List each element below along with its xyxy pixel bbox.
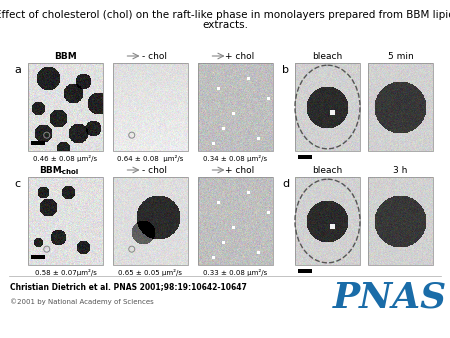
Bar: [113, 63, 188, 151]
Text: + chol: + chol: [225, 166, 254, 175]
Bar: [31, 255, 45, 259]
Bar: [368, 63, 433, 151]
Text: bleach: bleach: [312, 166, 342, 175]
Bar: [198, 177, 273, 265]
Text: c: c: [14, 179, 20, 189]
Text: d: d: [282, 179, 289, 189]
Text: BBM: BBM: [39, 166, 62, 175]
Text: + chol: + chol: [225, 52, 254, 61]
Text: Effect of cholesterol (chol) on the raft-like phase in monolayers prepared from : Effect of cholesterol (chol) on the raft…: [0, 10, 450, 20]
Bar: [28, 63, 103, 151]
Bar: [113, 177, 188, 265]
Bar: [295, 63, 360, 151]
Text: b: b: [282, 65, 289, 75]
Bar: [198, 63, 273, 151]
Text: extracts.: extracts.: [202, 20, 248, 30]
Bar: [295, 177, 360, 265]
Text: 0.64 ± 0.08  μm²/s: 0.64 ± 0.08 μm²/s: [117, 155, 184, 162]
Bar: [298, 269, 312, 273]
Text: ©2001 by National Academy of Sciences: ©2001 by National Academy of Sciences: [10, 298, 154, 305]
Text: 0.33 ± 0.08 μm²/s: 0.33 ± 0.08 μm²/s: [203, 269, 268, 276]
Text: 0.65 ± 0.05 μm²/s: 0.65 ± 0.05 μm²/s: [118, 269, 183, 276]
Bar: [298, 155, 312, 159]
Text: 0.46 ± 0.08 μm²/s: 0.46 ± 0.08 μm²/s: [33, 155, 98, 162]
Text: - chol: - chol: [142, 166, 167, 175]
Text: -chol: -chol: [59, 169, 79, 175]
Text: Christian Dietrich et al. PNAS 2001;98:19:10642-10647: Christian Dietrich et al. PNAS 2001;98:1…: [10, 282, 247, 291]
Text: bleach: bleach: [312, 52, 342, 61]
Text: a: a: [14, 65, 21, 75]
Text: PNAS: PNAS: [333, 280, 447, 314]
Bar: [368, 177, 433, 265]
Bar: [28, 177, 103, 265]
Text: 0.58 ± 0.07μm²/s: 0.58 ± 0.07μm²/s: [35, 269, 96, 276]
Bar: [31, 141, 45, 145]
Text: BBM: BBM: [54, 52, 77, 61]
Text: - chol: - chol: [142, 52, 167, 61]
Text: 3 h: 3 h: [393, 166, 408, 175]
Text: 5 min: 5 min: [387, 52, 414, 61]
Text: 0.34 ± 0.08 μm²/s: 0.34 ± 0.08 μm²/s: [203, 155, 268, 162]
